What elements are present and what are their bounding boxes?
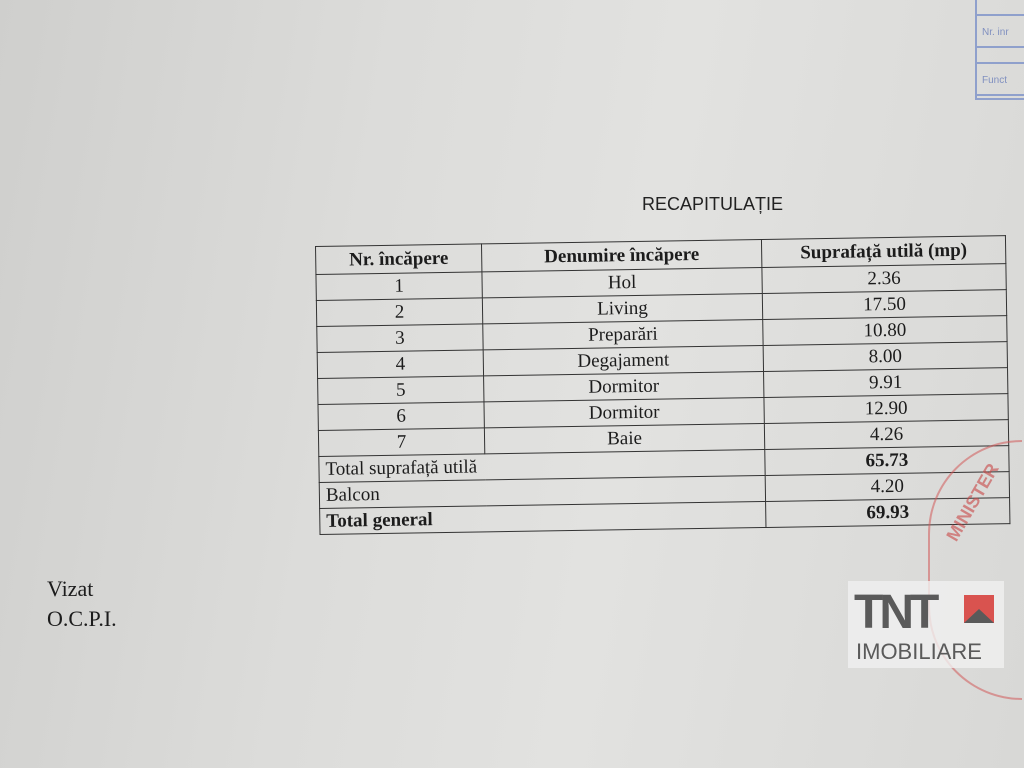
tnt-imobiliare-watermark: TNT IMOBILIARE (848, 581, 1004, 668)
cell-area: 8.00 (763, 341, 1008, 372)
vizat-label: Vizat (47, 576, 94, 601)
logo-house-icon (964, 609, 994, 623)
form-spacer (977, 48, 1024, 64)
cell-room-number: 1 (315, 271, 483, 301)
cell-area: 9.91 (763, 367, 1008, 398)
cell-area: 17.50 (762, 289, 1007, 320)
cell-room-number: 3 (316, 323, 484, 353)
header-room-name: Denumire încăpere (481, 239, 762, 272)
cell-room-number: 6 (317, 401, 485, 431)
cell-room-number: 7 (318, 427, 485, 457)
logo-brand: TNT (854, 586, 939, 639)
cell-room-number: 2 (316, 297, 483, 327)
logo-subtitle: IMOBILIARE (856, 639, 982, 664)
cell-area: 10.80 (762, 315, 1008, 346)
cell-area: 2.36 (761, 263, 1007, 294)
cell-room-number: 5 (317, 375, 484, 405)
form-spacer (977, 0, 1024, 16)
header-room-number: Nr. încăpere (315, 243, 482, 275)
corner-form-stamp: Nr. inr Funct (975, 0, 1024, 100)
form-field-nr: Nr. inr (977, 16, 1024, 48)
cell-room-number: 4 (317, 349, 484, 379)
form-field-funct: Funct (977, 64, 1024, 96)
cell-area: 12.90 (763, 393, 1009, 424)
cell-area: 4.26 (764, 419, 1009, 450)
header-area: Suprafață utilă (mp) (761, 235, 1006, 268)
ocpi-label: O.C.P.I. (47, 606, 117, 631)
document-title: RECAPITULAȚIE (642, 194, 784, 214)
vizat-note: Vizat O.C.P.I. (47, 574, 117, 634)
rooms-table: Nr. încăpere Denumire încăpere Suprafață… (315, 235, 1010, 535)
seal-text: MINISTER (942, 460, 1003, 545)
